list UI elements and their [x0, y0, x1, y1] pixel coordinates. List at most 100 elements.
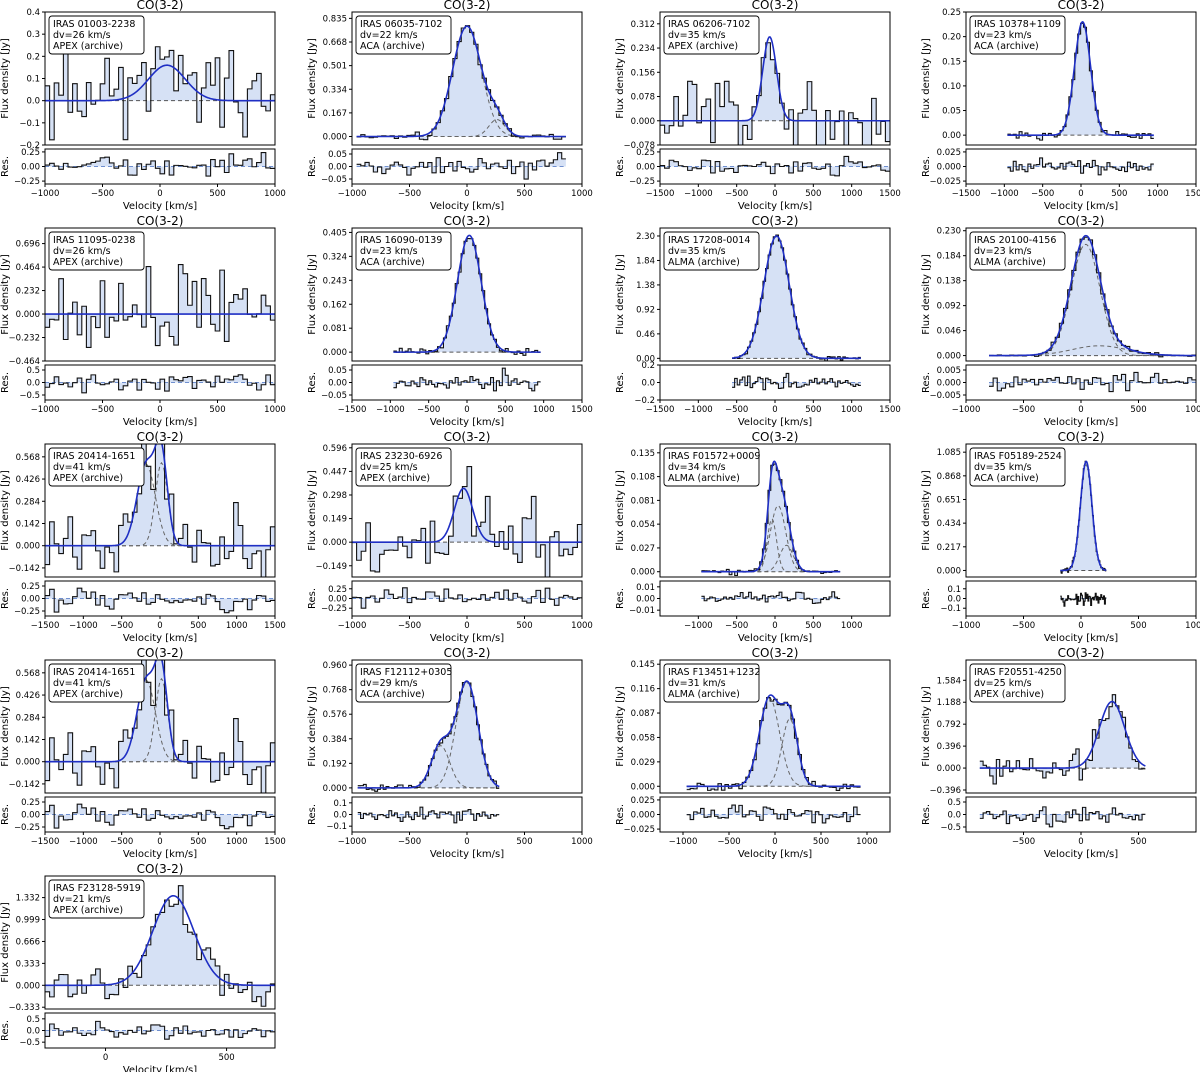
legend-line: IRAS 06035-7102 [360, 19, 442, 30]
main-frame [965, 443, 1197, 578]
total-fit [45, 660, 275, 763]
spectrum-steps [45, 264, 275, 348]
residual-plot [1060, 592, 1107, 607]
x-tick-label: 1500 [264, 837, 286, 847]
y-tick-label: 0.324 [323, 252, 347, 262]
y-tick-label: 0.312 [631, 20, 655, 30]
x-tick-label: 500 [1111, 189, 1127, 199]
y-tick-label: 0.000 [937, 764, 961, 774]
x-tick-label: 1500 [879, 405, 901, 415]
panel-title: CO(3-2) [752, 0, 799, 12]
panel-title: CO(3-2) [137, 0, 184, 12]
y-axis-label: Flux density [Jy] [921, 254, 932, 335]
y-tick-label: 0.000 [937, 566, 961, 576]
res-y-tick-label: −0.25 [14, 823, 40, 833]
legend-line: APEX (archive) [53, 473, 123, 484]
main-plot [45, 264, 275, 348]
res-y-tick-label: 0.0 [26, 1027, 40, 1037]
residual-plot [45, 803, 275, 830]
panel-2: CO(3-2)0.0000.1670.3340.5010.6680.835Flu… [307, 0, 593, 212]
legend-line: dv=22 km/s [360, 30, 418, 41]
x-tick-label: −1500 [31, 621, 60, 631]
x-axis-label: Velocity [km/s] [123, 417, 197, 428]
spectrum-fill [357, 681, 500, 792]
x-tick-label: 0 [464, 621, 469, 631]
y-axis-label: Flux density [Jy] [307, 470, 318, 551]
x-tick-label: 0 [772, 837, 777, 847]
panel-title: CO(3-2) [752, 214, 799, 228]
x-tick-label: 0 [1078, 837, 1083, 847]
total-fit [45, 64, 275, 102]
panel-13: CO(3-2)−0.1420.0000.1420.2840.4260.568Fl… [0, 646, 286, 860]
y-tick-label: 0.092 [937, 302, 961, 312]
y-tick-label: 0.835 [323, 14, 347, 24]
main-plot [357, 680, 500, 792]
y-axis-label: Flux density [Jy] [921, 470, 932, 551]
x-tick-label: 0 [772, 189, 777, 199]
res-y-tick-label: 0.5 [26, 1015, 40, 1025]
legend-box [48, 231, 145, 271]
main-plot [45, 885, 275, 1007]
residual-label: Res. [0, 156, 11, 177]
total-fit [1007, 20, 1154, 136]
res-y-tick-label: 0.25 [636, 148, 655, 158]
legend-box [969, 447, 1066, 487]
x-tick-label: −500 [1012, 621, 1035, 631]
x-tick-label: −500 [1012, 837, 1035, 847]
panel-14: CO(3-2) 0.000 0.192 0.384 0.576 0.768 0.960 Flu… [307, 646, 593, 860]
main-frame [659, 443, 891, 578]
legend-line: APEX (archive) [974, 689, 1044, 700]
x-tick-label: 1000 [264, 189, 286, 199]
x-tick-label: 500 [1130, 405, 1146, 415]
x-tick-label: −1000 [669, 837, 698, 847]
y-tick-label: 0.000 [631, 568, 655, 578]
legend-line: dv=31 km/s [668, 678, 726, 689]
spectrum-fill [701, 464, 841, 576]
res-y-tick-label: 0.5 [947, 798, 961, 808]
panel-title: CO(3-2) [444, 430, 491, 444]
total-fit [393, 234, 541, 353]
y-tick-label: 0.000 [631, 782, 655, 792]
x-tick-label: 500 [190, 837, 206, 847]
main-plot [393, 234, 541, 356]
x-tick-label: 0 [157, 189, 162, 199]
x-axis-label: Velocity [km/s] [123, 633, 197, 644]
spectrum-fill [989, 237, 1196, 357]
spectrum-fill [45, 46, 275, 140]
residual-plot [686, 804, 861, 824]
legend-line: APEX (archive) [53, 905, 123, 916]
residual-fill [45, 152, 275, 177]
residual-label: Res. [615, 588, 626, 609]
res-y-tick-label: 0.25 [328, 585, 347, 595]
legend-line: APEX (archive) [53, 689, 123, 700]
main-frame [659, 11, 891, 146]
main-frame [44, 875, 276, 1010]
y-tick-label: 0.138 [937, 277, 961, 287]
panel-title: CO(3-2) [444, 646, 491, 660]
x-tick-label: −1500 [952, 189, 981, 199]
x-tick-label: 1000 [841, 189, 863, 199]
res-y-tick-label: 0.1 [333, 799, 347, 809]
x-tick-label: 1000 [1185, 405, 1200, 415]
y-tick-label: 0.960 [323, 661, 347, 671]
legend-line: dv=35 km/s [668, 30, 726, 41]
residual-steps [45, 803, 275, 830]
legend-line: dv=23 km/s [360, 246, 418, 257]
y-tick-label: −0.464 [9, 357, 40, 367]
y-tick-label: 0.434 [937, 519, 961, 529]
x-tick-label: −1000 [376, 405, 405, 415]
y-axis-label: Flux density [Jy] [0, 38, 11, 119]
res-y-tick-label: 0.0 [947, 811, 961, 821]
res-y-tick-label: −0.25 [321, 604, 347, 614]
x-tick-label: −500 [1012, 405, 1035, 415]
y-tick-label: 0.046 [937, 327, 961, 337]
y-tick-label: 1.085 [937, 448, 961, 458]
y-axis-label: Flux density [Jy] [307, 254, 318, 335]
y-tick-label: 0.576 [323, 710, 347, 720]
